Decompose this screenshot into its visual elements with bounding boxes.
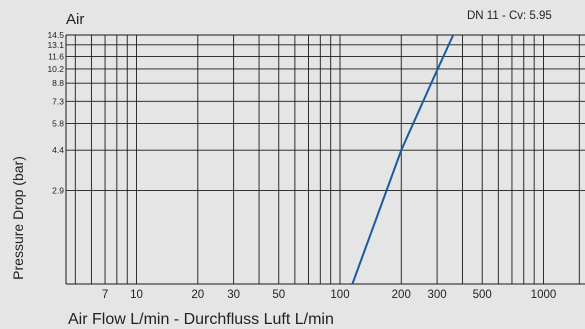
x-axis-label: Air Flow L/min - Durchfluss Luft L/min: [68, 311, 334, 328]
y-tick-label: 8.8: [52, 78, 64, 88]
y-tick-label: 13.1: [47, 40, 64, 50]
y-tick-label: 2.9: [52, 185, 64, 195]
series-layer: [351, 34, 455, 285]
x-tick-label: 300: [427, 289, 446, 301]
y-tick-label: 14.5: [47, 30, 64, 40]
y-axis-label: Pressure Drop (bar): [10, 156, 26, 280]
grid: [65, 34, 585, 285]
series-line: [351, 34, 455, 285]
series-label: DN 11 - Cv: 5.95: [467, 10, 552, 22]
y-tick-label: 11.6: [48, 52, 64, 62]
x-tick-label: 7: [102, 289, 108, 301]
x-tick-label: 200: [392, 289, 411, 301]
y-tick-label: 7.3: [52, 96, 64, 106]
chart-title: Air: [66, 11, 84, 28]
tick-labels: 14.513.1 11.6 10.2 8.8 7.3 5.8 4.4 2.9 7 10 20 30 50…: [47, 30, 556, 301]
x-tick-label: 10: [130, 289, 143, 301]
x-tick-label: 500: [473, 289, 492, 301]
y-tick-label: 5.8: [52, 118, 64, 128]
x-tick-label: 100: [330, 289, 349, 301]
x-tick-label: 30: [227, 289, 240, 301]
x-tick-label: 1000: [531, 289, 557, 301]
y-tick-label: 4.4: [52, 145, 64, 155]
x-tick-label: 50: [272, 289, 285, 301]
y-tick-label: 10.2: [47, 64, 64, 74]
x-tick-label: 20: [191, 289, 204, 301]
